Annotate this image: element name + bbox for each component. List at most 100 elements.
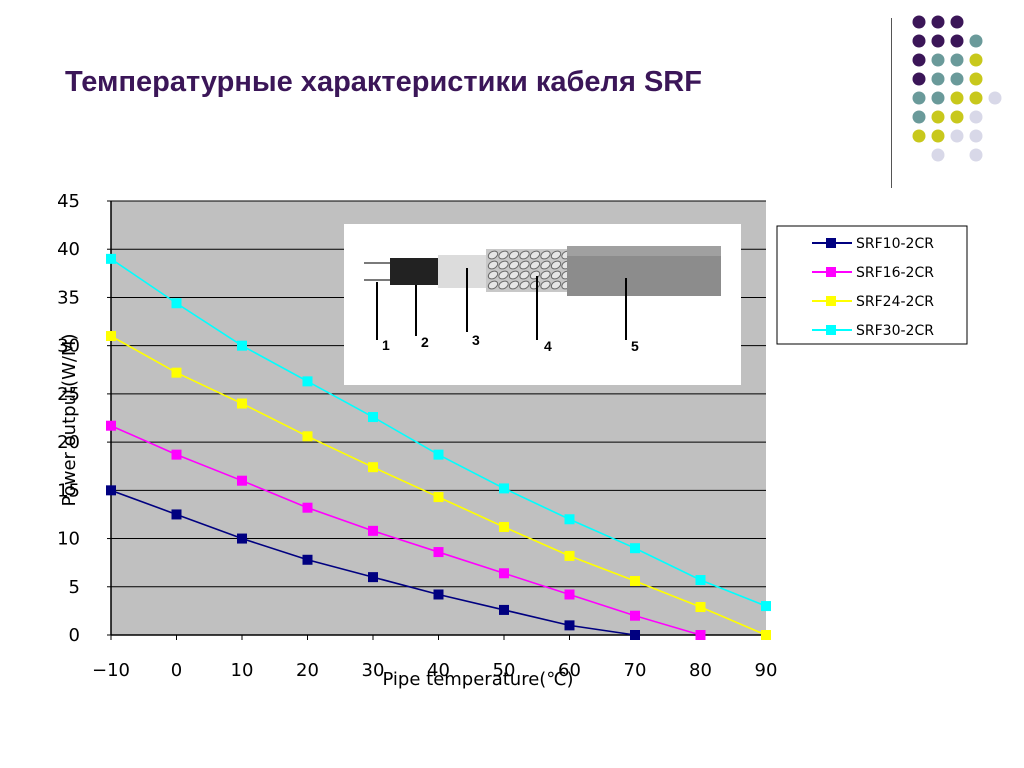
data-point [761, 601, 771, 612]
braid-strand [519, 260, 530, 270]
braid-strand [498, 270, 509, 280]
braid-strand [519, 270, 530, 280]
x-tick-label: 10 [231, 660, 254, 681]
braid-strand [529, 260, 541, 270]
legend-label: SRF24-2CR [856, 294, 934, 310]
decorative-dot-grid [912, 15, 1002, 162]
x-tick-label: 80 [689, 660, 712, 681]
decorative-dot [969, 53, 983, 67]
decorative-dot [950, 91, 964, 105]
decorative-dot [950, 110, 964, 124]
braid-strand [508, 250, 520, 260]
braid-strand [540, 250, 551, 260]
decorative-dot [950, 72, 964, 86]
series-line [110, 424, 701, 636]
braid-strand [529, 250, 541, 260]
decorative-dot [969, 129, 983, 143]
decorative-dot [969, 148, 983, 162]
y-tick-label: 25 [57, 384, 80, 405]
x-tick-label: 0 [171, 660, 182, 681]
data-point [237, 533, 247, 544]
y-tick-label: 40 [57, 239, 80, 260]
data-point [630, 610, 640, 621]
series-group [106, 253, 771, 640]
data-point [106, 253, 116, 264]
part-label-5: 5 [631, 338, 639, 354]
decorative-dot [969, 91, 983, 105]
decorative-dot [912, 110, 926, 124]
decorative-dot [931, 91, 945, 105]
x-tick-label: 70 [624, 660, 647, 681]
braid-strand [487, 270, 499, 280]
braid-strand [550, 270, 562, 280]
decorative-dot [969, 110, 983, 124]
braid-strand [498, 260, 509, 270]
y-tick-label: 30 [57, 336, 80, 357]
x-tick-labels: −10 0 10 20 30 40 50 60 70 80 90 [92, 635, 777, 681]
part-label-3: 3 [472, 332, 480, 348]
data-point [368, 462, 378, 473]
data-point [433, 547, 444, 558]
title-divider-line [891, 18, 892, 188]
braid-strand [508, 260, 520, 270]
decorative-dot [931, 72, 945, 86]
y-tick-label: 35 [57, 287, 80, 308]
decorative-dot [950, 53, 964, 67]
data-point [171, 367, 182, 378]
decorative-dot [950, 129, 964, 143]
decorative-dot [988, 91, 1002, 105]
y-tick-label: 5 [69, 577, 80, 598]
legend-label: SRF16-2CR [856, 265, 934, 281]
x-axis-title: Pipe temperature(℃) [382, 669, 573, 690]
data-point [106, 420, 116, 431]
braid-strand [550, 260, 562, 270]
part-label-2: 2 [421, 334, 429, 350]
decorative-dot [931, 148, 945, 162]
braid-strand [540, 270, 551, 280]
data-point [368, 525, 378, 536]
braid-strand [498, 280, 509, 290]
y-tick-labels: 0 5 10 15 20 25 30 35 40 45 [57, 191, 111, 646]
braid-strand [519, 280, 530, 290]
y-tick-label: 45 [57, 191, 80, 212]
x-tick-label: −10 [92, 660, 130, 681]
data-point [302, 502, 313, 513]
data-point [630, 543, 640, 554]
y-axis-title: Power output(W/M) [59, 334, 80, 507]
y-tick-label: 0 [69, 625, 80, 646]
legend-label: SRF10-2CR [856, 236, 934, 252]
braid-pattern [487, 250, 572, 290]
part-label-1: 1 [382, 337, 390, 353]
decorative-dot [931, 15, 945, 29]
data-point [695, 630, 706, 640]
legend-marker [826, 296, 836, 306]
decorative-dot [931, 129, 945, 143]
data-point [695, 602, 706, 613]
data-point [695, 575, 706, 586]
braid-strand [508, 280, 520, 290]
braid-strand [487, 260, 499, 270]
decorative-dot [950, 34, 964, 48]
data-point [630, 575, 640, 586]
data-point [630, 630, 640, 640]
data-point [499, 604, 509, 615]
x-tick-label: 30 [362, 660, 385, 681]
data-point [564, 589, 575, 600]
data-point [171, 509, 182, 520]
data-point [171, 449, 182, 460]
y-tick-label: 20 [57, 432, 80, 453]
legend-marker [826, 267, 836, 277]
braid-strand [540, 280, 551, 290]
braid-strand [498, 250, 509, 260]
braid-strand [519, 250, 530, 260]
data-point [499, 483, 509, 494]
data-point [761, 630, 771, 640]
part-label-4: 4 [544, 338, 552, 354]
decorative-dot [969, 34, 983, 48]
data-point [237, 475, 247, 486]
data-point [171, 298, 182, 309]
legend-label: SRF30-2CR [856, 323, 934, 339]
legend: SRF10-2CR SRF16-2CR SRF24-2CR SRF30-2CR [776, 225, 968, 345]
data-point [499, 521, 509, 532]
data-point [106, 331, 116, 342]
